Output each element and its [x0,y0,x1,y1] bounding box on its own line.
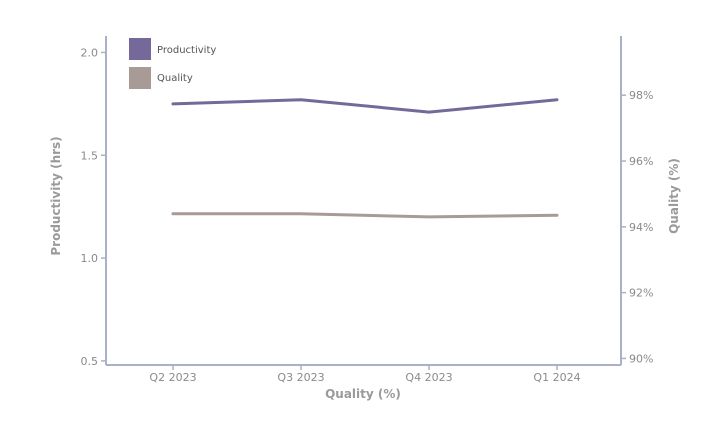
x-tick-labels: Q2 2023 Q3 2023 Q4 2023 Q1 2024 [149,371,580,384]
legend-label-quality: Quality [157,73,193,84]
y-right-tick-label: 92% [629,287,653,300]
legend-swatch-quality [129,67,151,89]
axes [101,36,626,370]
y-left-tick-label: 1.0 [81,252,99,265]
y-left-tick-label: 2.0 [81,46,99,59]
legend-swatch-productivity [129,38,151,60]
y-right-tick-label: 98% [629,89,653,102]
x-tick-label: Q4 2023 [405,371,452,384]
y-left-tick-label: 1.5 [81,149,99,162]
y-left-tick-label: 0.5 [81,355,99,368]
y-right-axis-title: Quality (%) [667,158,681,234]
x-axis-title: Quality (%) [325,387,401,401]
y-left-tick-labels: 0.5 1.0 1.5 2.0 [81,46,99,367]
legend-label-productivity: Productivity [157,45,216,56]
x-tick-label: Q2 2023 [149,371,196,384]
y-right-tick-label: 96% [629,155,653,168]
series-lines [171,98,559,219]
y-left-axis-title: Productivity (hrs) [49,136,63,255]
x-tick-label: Q1 2024 [533,371,580,384]
series-line-quality [171,212,559,219]
x-tick-label: Q3 2023 [277,371,324,384]
y-right-tick-label: 90% [629,352,653,365]
series-line-productivity [171,98,559,114]
y-right-tick-label: 94% [629,221,653,234]
y-right-tick-labels: 90% 92% 94% 96% 98% [629,89,653,365]
legend: Productivity Quality [129,38,216,89]
